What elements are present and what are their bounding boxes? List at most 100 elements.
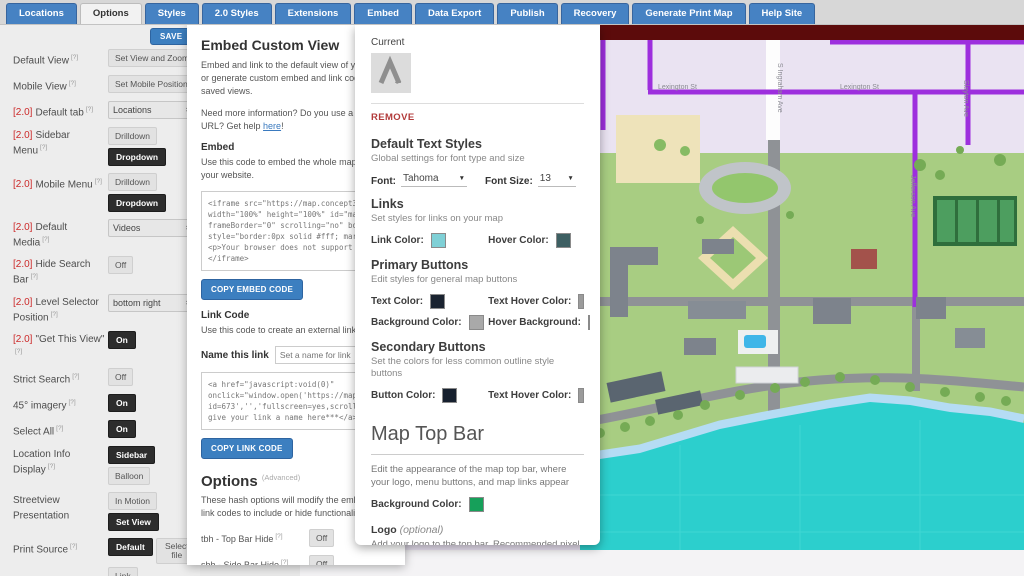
tab-options[interactable]: Options [79, 3, 142, 24]
divider [371, 103, 584, 104]
secondary-text-hover-swatch[interactable] [578, 388, 584, 403]
hover-background-label: Hover Background: [488, 317, 581, 328]
hide-search-bar-toggle[interactable]: Off [108, 256, 134, 275]
help-marker[interactable]: [?] [275, 532, 283, 540]
embed-more-info-text: Need more information? Do you use a cust… [201, 107, 393, 133]
logo-desc: Add your logo to the top bar. Recommende… [371, 539, 580, 545]
sidebar-menu-drilldown-button[interactable]: Drilldown [108, 127, 157, 145]
copy-embed-code-button[interactable]: COPY EMBED CODE [201, 279, 303, 300]
imagery-toggle[interactable]: On [108, 394, 136, 413]
button-color-swatch[interactable] [442, 388, 458, 403]
version-prefix: [2.0] [13, 222, 33, 233]
primary-buttons-desc: Edit styles for general map buttons [371, 274, 518, 285]
map-pool [744, 335, 766, 348]
get-help-link[interactable]: here [263, 121, 282, 131]
background-color-swatch[interactable] [468, 315, 484, 330]
get-this-view-toggle[interactable]: On [108, 330, 136, 349]
font-size-select[interactable]: 13 ▼ [537, 173, 576, 187]
help-marker[interactable]: [?] [15, 347, 23, 355]
map-top-bar-heading: Map Top Bar [371, 417, 584, 455]
secondary-text-hover-row: Text Hover Color: [488, 388, 584, 403]
copy-link-code-button[interactable]: COPY LINK CODE [201, 438, 293, 459]
map-top-bar-desc: Edit the appearance of the map top bar, … [371, 464, 570, 488]
sidebar-menu-dropdown-button[interactable]: Dropdown [108, 148, 167, 166]
font-select[interactable]: Tahoma ▼ [401, 173, 467, 187]
default-tab-select[interactable]: Locations▴▾ [108, 101, 194, 119]
tab-locations[interactable]: Locations [6, 3, 77, 24]
tab-data-export[interactable]: Data Export [414, 3, 495, 24]
tab-generate-print-map[interactable]: Generate Print Map [632, 3, 746, 24]
chevron-down-icon: ▼ [458, 175, 465, 182]
link-color-label: Link Color: [371, 235, 424, 246]
streetview-in-motion-button[interactable]: In Motion [108, 492, 157, 511]
background-color-label: Background Color: [371, 317, 462, 328]
name-this-link-label: Name this link [201, 349, 269, 361]
tab-2-0-styles[interactable]: 2.0 Styles [201, 3, 272, 24]
font-settings-row: Font: Tahoma ▼ Font Size: 13 ▼ [371, 173, 584, 187]
print-source-default-button[interactable]: Default [108, 538, 153, 557]
sbh-toggle[interactable]: Off [309, 555, 335, 565]
hover-color-swatch[interactable] [555, 233, 571, 248]
embed-section-desc: Use this code to embed the whole map ont… [201, 157, 377, 180]
more-info-prefix: Need more information? Do you use a cust… [201, 108, 385, 131]
tbh-label-text: tbh - Top Bar Hide [201, 533, 274, 544]
tab-embed[interactable]: Embed [354, 3, 412, 24]
help-marker[interactable]: [?] [30, 273, 38, 281]
current-logo-thumbnail[interactable] [371, 53, 411, 93]
link-color-swatch[interactable] [430, 233, 446, 248]
help-marker[interactable]: [?] [56, 425, 64, 433]
streetview-set-view-button[interactable]: Set View [108, 513, 159, 532]
street-label-lexington-2: Lexington St [840, 84, 879, 91]
mobile-menu-drilldown-button[interactable]: Drilldown [108, 173, 157, 191]
help-marker[interactable]: [?] [94, 178, 102, 185]
tab-help-site[interactable]: Help Site [748, 3, 816, 24]
secondary-colors-grid: Button Color: Text Hover Color: [371, 388, 584, 403]
row-strict-search: Strict Search [?] Off [0, 368, 200, 387]
map-top-bar-bg-swatch[interactable] [468, 497, 484, 512]
text-color-swatch[interactable] [430, 294, 446, 309]
map-street-labels: Lexington St Lexington St S Ingraham Ave… [658, 63, 969, 217]
text-hover-color-swatch[interactable] [578, 294, 584, 309]
tab-styles[interactable]: Styles [144, 3, 199, 24]
help-marker[interactable]: [?] [72, 373, 80, 381]
help-marker[interactable]: [?] [68, 80, 76, 87]
strict-search-toggle[interactable]: Off [108, 368, 134, 387]
help-marker[interactable]: [?] [68, 399, 76, 407]
hover-background-swatch[interactable] [587, 315, 590, 330]
tbh-toggle[interactable]: Off [309, 529, 335, 547]
chevron-down-icon: ▼ [567, 175, 574, 182]
text-color-label: Text Color: [371, 296, 424, 307]
print-source-link-button[interactable]: Link [108, 567, 138, 576]
level-selector-position-select[interactable]: bottom right▴▾ [108, 293, 194, 312]
location-info-balloon-button[interactable]: Balloon [108, 467, 151, 486]
font-size-value: 13 [539, 173, 551, 184]
setting-label: Strict Search [13, 374, 71, 386]
map-tennis-courts [933, 196, 1017, 246]
help-marker[interactable]: [?] [70, 543, 78, 551]
help-marker[interactable]: [?] [47, 463, 56, 471]
options-desc: These hash options will modify the embed… [201, 495, 387, 518]
logo-mark-icon [378, 55, 402, 84]
tab-extensions[interactable]: Extensions [274, 3, 352, 24]
remove-logo-button[interactable]: REMOVE [371, 112, 415, 123]
help-marker[interactable]: [?] [50, 310, 58, 318]
row-get-this-view: [2.0] "Get This View" [?] On [0, 330, 200, 361]
help-marker[interactable]: [?] [281, 558, 289, 566]
location-info-sidebar-button[interactable]: Sidebar [108, 446, 156, 465]
help-marker[interactable]: [?] [85, 106, 94, 113]
mobile-menu-dropdown-button[interactable]: Dropdown [108, 194, 167, 212]
tab-publish[interactable]: Publish [497, 3, 558, 24]
help-marker[interactable]: [?] [40, 144, 48, 151]
row-location-info-display: Location Info Display [?] Sidebar Balloon [0, 446, 200, 486]
set-view-zoom-button[interactable]: Set View and Zoom [108, 49, 197, 67]
help-marker[interactable]: [?] [70, 54, 79, 61]
help-marker[interactable]: [?] [42, 236, 50, 243]
set-mobile-position-button[interactable]: Set Mobile Position [108, 75, 195, 93]
link-code: <a href="javascript:void(0)" onclick="wi… [208, 380, 393, 422]
links-colors-grid: Link Color: Hover Color: [371, 233, 584, 248]
secondary-buttons-heading: Secondary Buttons [371, 340, 486, 354]
tab-recovery[interactable]: Recovery [560, 3, 630, 24]
select-all-toggle[interactable]: On [108, 420, 136, 439]
default-media-select[interactable]: Videos▴▾ [108, 219, 194, 237]
map-bottom-strip [300, 548, 1024, 576]
